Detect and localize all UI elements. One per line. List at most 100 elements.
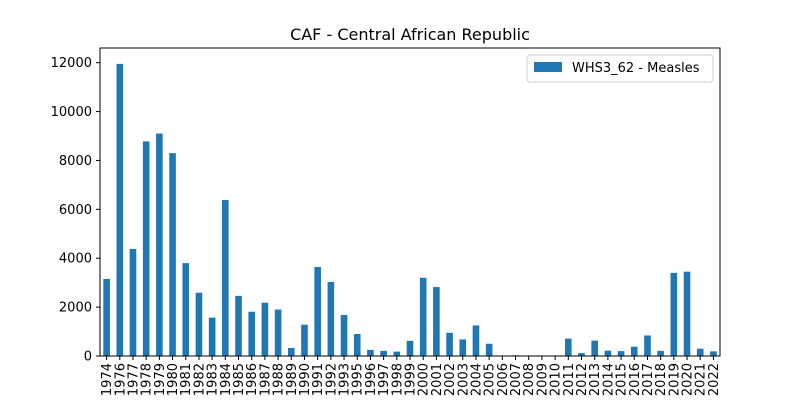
x-tick-label: 2004	[469, 363, 484, 396]
x-tick-label: 2002	[443, 363, 458, 396]
x-tick-label: 1979	[153, 363, 168, 396]
y-tick-label: 12000	[51, 56, 92, 71]
x-tick-label: 2012	[575, 363, 590, 396]
x-tick-label: 1978	[140, 363, 155, 396]
bar-1979	[156, 133, 163, 356]
bar-1981	[182, 263, 190, 356]
bar-2001	[433, 287, 440, 356]
chart-title: CAF - Central African Republic	[290, 25, 530, 44]
x-tick-label: 2007	[509, 363, 524, 396]
x-tick-label: 1995	[351, 363, 366, 396]
bar-2014	[604, 350, 612, 356]
bar-1990	[301, 324, 308, 356]
x-tick-label: 1982	[192, 363, 207, 396]
x-tick-label: 1998	[390, 363, 405, 396]
bar-1991	[314, 267, 321, 356]
x-tick-label: 1992	[324, 363, 339, 396]
x-tick-label: 1974	[100, 363, 115, 396]
bar-1995	[353, 334, 361, 356]
bar-1974	[103, 279, 110, 356]
bar-2019	[670, 272, 678, 356]
bar-1980	[169, 153, 176, 356]
bar-2022	[710, 351, 717, 356]
x-tick-label: 2017	[641, 363, 656, 396]
bar-1984	[222, 200, 229, 356]
bar-2012	[578, 353, 585, 356]
x-tick-label: 2001	[430, 363, 445, 396]
x-axis: 1974197619771978197919801981198219831984…	[100, 356, 722, 396]
bar-1982	[195, 292, 203, 356]
bar-1976	[116, 63, 124, 356]
bar-2002	[446, 332, 453, 356]
bar-2005	[485, 343, 493, 356]
y-tick-label: 8000	[59, 154, 92, 169]
bar-1986	[248, 311, 255, 356]
x-tick-label: 1990	[298, 363, 313, 396]
bar-2020	[683, 271, 691, 356]
bar-2016	[630, 346, 638, 356]
bar-2013	[591, 340, 598, 356]
x-tick-label: 1996	[364, 363, 379, 396]
x-tick-label: 2021	[694, 363, 709, 396]
x-tick-label: 2016	[628, 363, 643, 396]
x-tick-label: 2014	[601, 363, 616, 396]
y-tick-label: 2000	[59, 301, 92, 316]
x-tick-label: 1987	[258, 363, 273, 396]
y-axis: 0 2000 4000 6000 8000 10000 12000	[51, 56, 100, 365]
x-tick-label: 2010	[549, 363, 564, 396]
y-tick-label: 10000	[51, 105, 92, 120]
legend-label: WHS3_62 - Measles	[572, 61, 700, 76]
x-tick-label: 2013	[588, 363, 603, 396]
bar-2015	[617, 351, 625, 356]
x-tick-label: 2018	[654, 363, 669, 396]
x-tick-label: 2015	[615, 363, 630, 396]
x-tick-label: 2020	[681, 363, 696, 396]
x-tick-label: 1984	[219, 363, 234, 396]
bar-1999	[406, 340, 414, 356]
bar-1993	[340, 314, 348, 356]
bars-group	[103, 63, 717, 356]
x-tick-label: 1997	[377, 363, 392, 396]
bar-2021	[696, 348, 704, 356]
x-tick-label: 2022	[707, 363, 722, 396]
x-tick-label: 1980	[166, 363, 181, 396]
x-tick-label: 2005	[483, 363, 498, 396]
x-tick-label: 2006	[496, 363, 511, 396]
bar-2011	[565, 338, 572, 356]
x-tick-label: 2008	[522, 363, 537, 396]
bar-1996	[367, 349, 374, 356]
bar-1997	[380, 350, 387, 356]
bar-1987	[261, 302, 269, 356]
x-tick-label: 1993	[338, 363, 353, 396]
bar-2017	[644, 335, 651, 356]
x-tick-label: 2019	[667, 363, 682, 396]
x-tick-label: 1986	[245, 363, 260, 396]
bar-1983	[208, 317, 216, 356]
x-tick-label: 1983	[206, 363, 221, 396]
bar-1977	[129, 248, 137, 356]
plot-frame	[99, 47, 721, 357]
x-tick-label: 1985	[232, 363, 247, 396]
x-tick-label: 2000	[417, 363, 432, 396]
bar-1985	[235, 295, 242, 356]
x-tick-label: 1989	[285, 363, 300, 396]
x-tick-label: 1977	[126, 363, 141, 396]
bar-1992	[327, 281, 335, 356]
bar-2000	[419, 277, 427, 356]
x-tick-label: 2003	[456, 363, 471, 396]
bar-1998	[393, 351, 401, 356]
bar-1978	[142, 141, 150, 356]
legend-swatch	[534, 62, 562, 72]
legend-box	[526, 54, 714, 83]
x-tick-label: 1991	[311, 363, 326, 396]
x-tick-label: 1981	[179, 363, 194, 396]
bar-2004	[472, 325, 480, 356]
bar-1989	[287, 347, 295, 356]
x-tick-label: 2011	[562, 363, 577, 396]
x-tick-label: 1976	[113, 363, 128, 396]
bar-2018	[657, 350, 664, 356]
x-tick-label: 2009	[535, 363, 550, 396]
x-tick-label: 1999	[404, 363, 419, 396]
y-tick-label: 4000	[59, 252, 92, 267]
